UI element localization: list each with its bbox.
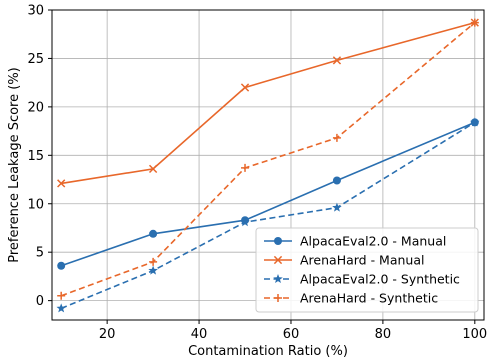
x-tick-label: 20 — [99, 327, 116, 342]
x-axis-label: Contamination Ratio (%) — [188, 344, 348, 358]
series-lines — [56, 18, 480, 313]
legend-marker — [273, 255, 283, 265]
y-tick-label: 20 — [27, 100, 44, 115]
legend-marker — [273, 274, 283, 284]
data-point — [470, 117, 480, 127]
series-3 — [57, 18, 479, 300]
series-1 — [57, 18, 479, 188]
legend-label: AlpacaEval2.0 - Synthetic — [300, 272, 460, 287]
data-point — [56, 303, 66, 313]
legend-box — [255, 227, 479, 313]
y-tick-label: 30 — [27, 4, 44, 19]
y-tick-label: 5 — [36, 246, 44, 261]
legend-marker — [274, 237, 282, 245]
x-tick-label: 100 — [462, 327, 487, 342]
y-tick-label: 0 — [36, 294, 44, 309]
data-point — [240, 83, 250, 92]
legend: AlpacaEval2.0 - Manual ArenaHard - Manual… — [255, 227, 479, 313]
data-point — [241, 163, 250, 172]
data-point — [57, 261, 66, 270]
legend-item: AlpacaEval2.0 - Synthetic — [264, 272, 460, 287]
data-point — [332, 176, 341, 185]
axis-ticks: 20 40 60 80 100 0 5 10 15 20 25 30 — [27, 4, 487, 343]
y-tick-label: 10 — [27, 197, 44, 212]
x-tick-label: 80 — [375, 327, 392, 342]
y-axis-label: Preference Leakage Score (%) — [7, 67, 22, 262]
legend-item: ArenaHard - Synthetic — [264, 291, 438, 306]
legend-label: ArenaHard - Synthetic — [300, 291, 438, 306]
data-point — [240, 217, 250, 227]
legend-marker — [274, 294, 282, 302]
x-tick-label: 60 — [283, 327, 300, 342]
legend-label: AlpacaEval2.0 - Manual — [300, 234, 446, 249]
data-point — [149, 257, 158, 266]
y-tick-label: 25 — [27, 52, 44, 67]
data-point — [332, 56, 342, 65]
plot-frame — [51, 9, 485, 321]
legend-item: AlpacaEval2.0 - Manual — [264, 234, 446, 249]
legend-label: ArenaHard - Manual — [300, 253, 424, 268]
y-tick-label: 15 — [27, 149, 44, 164]
data-point — [332, 202, 342, 212]
data-point — [332, 133, 341, 142]
x-tick-label: 40 — [191, 327, 208, 342]
series-line — [61, 21, 476, 185]
data-point — [149, 229, 158, 238]
legend-item: ArenaHard - Manual — [264, 253, 424, 268]
data-point — [57, 291, 66, 300]
data-point — [57, 179, 66, 188]
data-point — [470, 18, 479, 27]
series-2 — [56, 117, 480, 313]
data-point — [148, 265, 158, 275]
data-point — [148, 164, 158, 174]
